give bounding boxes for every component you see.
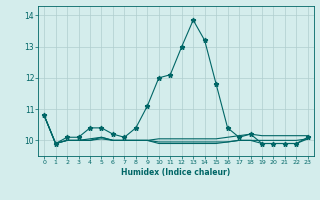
X-axis label: Humidex (Indice chaleur): Humidex (Indice chaleur): [121, 168, 231, 177]
